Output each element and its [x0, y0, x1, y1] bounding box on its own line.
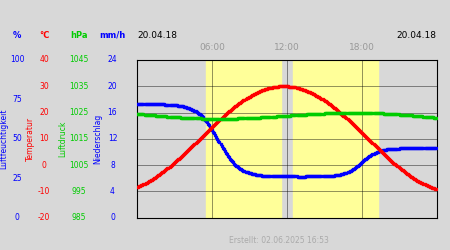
Text: 06:00: 06:00 — [199, 44, 225, 52]
Text: 1035: 1035 — [69, 82, 89, 91]
Text: Niederschlag: Niederschlag — [94, 114, 103, 164]
Text: -20: -20 — [38, 213, 50, 222]
Text: 10: 10 — [39, 134, 49, 143]
Text: 75: 75 — [12, 95, 22, 104]
Text: Luftdruck: Luftdruck — [58, 120, 68, 157]
Text: 100: 100 — [10, 56, 24, 64]
Text: Temperatur: Temperatur — [26, 117, 35, 161]
Text: 0: 0 — [15, 213, 19, 222]
Text: °C: °C — [39, 31, 50, 40]
Text: 1005: 1005 — [69, 160, 89, 170]
Text: Erstellt: 02.06.2025 16:53: Erstellt: 02.06.2025 16:53 — [229, 236, 329, 245]
Text: 25: 25 — [12, 174, 22, 182]
Text: mm/h: mm/h — [99, 31, 126, 40]
Text: 24: 24 — [108, 56, 117, 64]
Text: 50: 50 — [12, 134, 22, 143]
Text: 18:00: 18:00 — [349, 44, 374, 52]
Text: 30: 30 — [39, 82, 49, 91]
Bar — [206, 60, 281, 218]
Text: 20: 20 — [39, 108, 49, 117]
Text: %: % — [13, 31, 21, 40]
Text: 20.04.18: 20.04.18 — [396, 31, 436, 40]
Text: 0: 0 — [110, 213, 115, 222]
Text: 20: 20 — [108, 82, 117, 91]
Text: 1045: 1045 — [69, 56, 89, 64]
Text: 16: 16 — [108, 108, 117, 117]
Text: 1015: 1015 — [69, 134, 88, 143]
Text: -10: -10 — [38, 187, 50, 196]
Text: hPa: hPa — [70, 31, 87, 40]
Text: 12:00: 12:00 — [274, 44, 300, 52]
Text: 0: 0 — [42, 160, 46, 170]
Text: 8: 8 — [110, 160, 115, 170]
Text: 1025: 1025 — [69, 108, 88, 117]
Text: 985: 985 — [72, 213, 86, 222]
Text: 995: 995 — [72, 187, 86, 196]
Text: 12: 12 — [108, 134, 117, 143]
Text: Luftfeuchtigkeit: Luftfeuchtigkeit — [0, 108, 8, 169]
Text: 4: 4 — [110, 187, 115, 196]
Text: 20.04.18: 20.04.18 — [137, 31, 177, 40]
Text: 40: 40 — [39, 56, 49, 64]
Bar — [293, 60, 378, 218]
